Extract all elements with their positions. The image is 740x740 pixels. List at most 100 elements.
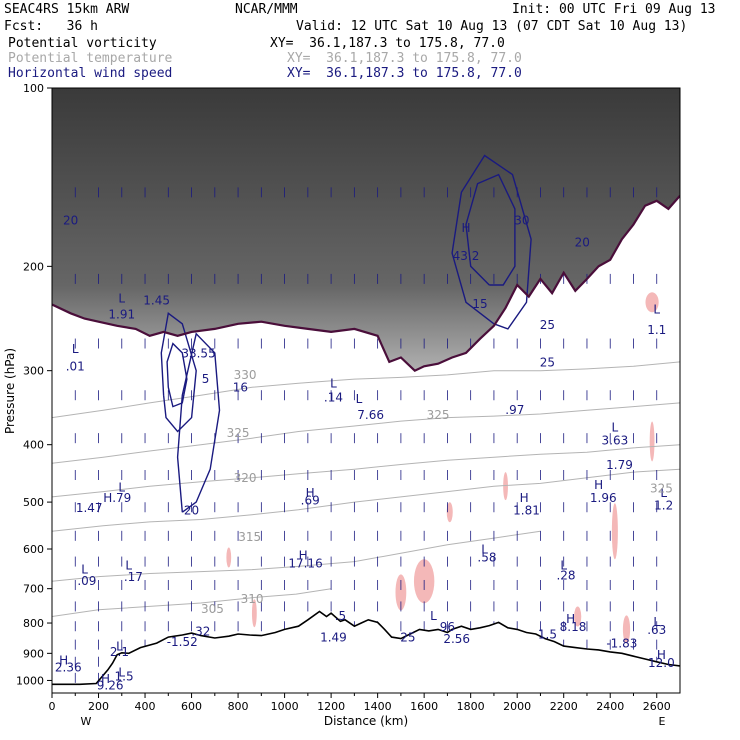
x-tick-label: 0 — [49, 700, 56, 713]
y-tick-label: 600 — [23, 543, 44, 556]
pv-shading — [52, 88, 680, 371]
annotation-extremum: L — [81, 563, 88, 577]
wind-contour-30 — [465, 173, 516, 286]
axes: 0 200 400 600 800 1000 1200 1400 1600 1800 2000 220… — [16, 82, 671, 713]
x-axis-label: Distance (km) — [324, 714, 408, 728]
pink-patch — [645, 292, 659, 313]
annotation-extremum: L — [125, 559, 132, 573]
header-fcst: Fcst: 36 h — [4, 19, 98, 34]
x-tick-label: 600 — [181, 700, 202, 713]
annotation-extremum: L — [612, 420, 619, 434]
annotation-value: 7.66 — [357, 408, 384, 422]
header-valid: Valid: 12 UTC Sat 10 Aug 13 (07 CDT Sat … — [296, 19, 688, 34]
wind-contour-20 — [176, 332, 221, 513]
x-tick-label: 400 — [135, 700, 156, 713]
x-tick-label: 2200 — [550, 700, 578, 713]
annotation-extremum: L — [481, 542, 488, 556]
header-init: Init: 00 UTC Fri 09 Aug 13 — [512, 2, 716, 17]
annotation-value: 1.5 — [115, 669, 134, 683]
pink-patch — [503, 472, 508, 501]
annotation-theta: 315 — [238, 530, 261, 544]
annotation-extremum: L — [118, 666, 125, 680]
header-org: NCAR/MMM — [235, 2, 298, 17]
annotation-extremum: L — [653, 302, 660, 316]
annotation-value: 25 — [540, 318, 555, 332]
annotation-value: 12.0 — [648, 656, 675, 670]
annotation-value: .09 — [77, 574, 96, 588]
y-tick-label: 900 — [23, 647, 44, 660]
theta-contours — [52, 361, 680, 617]
pink-patch — [622, 615, 631, 644]
annotation-extremum: L — [653, 615, 660, 629]
annotation-theta: 325 — [227, 426, 250, 440]
annotation-value: 1.2 — [654, 499, 673, 513]
field-label-pv: Potential vorticity — [8, 36, 157, 51]
pink-patch — [395, 574, 407, 611]
annotation-extremum: L — [72, 342, 79, 356]
annotation-value: 1.96 — [590, 491, 617, 505]
y-tick-label: 500 — [23, 496, 44, 509]
annotation-extremum: H — [657, 648, 666, 662]
annotation-value: 2.1 — [110, 645, 129, 659]
pv-stratosphere-shade — [52, 88, 680, 371]
annotation-value: .58 — [477, 551, 496, 565]
wind-contour-25 — [451, 154, 532, 330]
pink-patch — [226, 547, 232, 568]
annotation-theta: 330 — [234, 368, 257, 382]
annotation-extremum: H — [566, 612, 575, 626]
annotation-value: .28 — [556, 568, 575, 582]
annotation-theta: 320 — [234, 471, 257, 485]
annotation-value: 33.55 — [181, 346, 215, 360]
annotation-value: 16 — [233, 380, 248, 394]
y-tick-label: 700 — [23, 583, 44, 596]
annotation-value: .14 — [324, 390, 343, 404]
annotation-value: 25 — [540, 355, 555, 369]
annotation-value: 96 — [440, 620, 455, 634]
annotation-value: .69 — [301, 494, 320, 508]
annotation-value: .63 — [647, 623, 666, 637]
pink-patch — [574, 606, 582, 627]
y-tick-label: 400 — [23, 439, 44, 452]
annotation-value: 30 — [514, 214, 529, 228]
annotation-extremum: H — [101, 672, 110, 686]
annotation-theta: 310 — [241, 592, 264, 606]
annotation-value: 20 — [63, 214, 78, 228]
x-tick-label: 1000 — [271, 700, 299, 713]
theta-contour-325 — [52, 402, 680, 464]
annotation-extremum: L — [330, 376, 337, 390]
field-xy-theta: XY= 36.1,187.3 to 175.8, 77.0 — [287, 51, 522, 66]
annotation-extremum: L — [660, 486, 667, 500]
x-tick-label: 1800 — [457, 700, 485, 713]
y-tick-label: 300 — [23, 365, 44, 378]
annotation-value: 1.1 — [647, 323, 666, 337]
annotation-value: .01 — [66, 360, 85, 374]
annotation-value: 17.16 — [288, 557, 322, 571]
annotation-value: .97 — [505, 403, 524, 417]
terrain-line — [52, 610, 680, 686]
annotation-theta: 325 — [650, 482, 673, 496]
pink-patch — [446, 502, 453, 523]
x-tick-label: 1600 — [410, 700, 438, 713]
annotation-value: 1.45 — [143, 294, 170, 308]
x-tick-label: 2400 — [596, 700, 624, 713]
field-xy-pv: XY= 36.1,187.3 to 175.8, 77.0 — [270, 36, 505, 51]
annotation-value: 3.63 — [602, 434, 629, 448]
plot-frame — [51, 87, 681, 694]
tropopause-contour — [52, 194, 680, 373]
theta-contour-330 — [52, 361, 680, 419]
wind-speed-contours — [160, 154, 532, 513]
x-tick-label: 2000 — [503, 700, 531, 713]
annotation-extremum: H — [103, 491, 112, 505]
annotation-value: -1.83 — [606, 637, 637, 651]
theta-contour-315 — [52, 468, 680, 532]
annotation-extremum: H — [306, 486, 315, 500]
y-tick-label: 1000 — [16, 674, 44, 687]
annotation-extremum: L — [430, 609, 437, 623]
annotation-value: 1.79 — [606, 458, 633, 472]
theta-contour-310 — [52, 530, 541, 582]
annotation-extremum: L — [356, 392, 363, 406]
theta-contour-320 — [52, 444, 680, 498]
annotation-value: 15 — [472, 297, 487, 311]
